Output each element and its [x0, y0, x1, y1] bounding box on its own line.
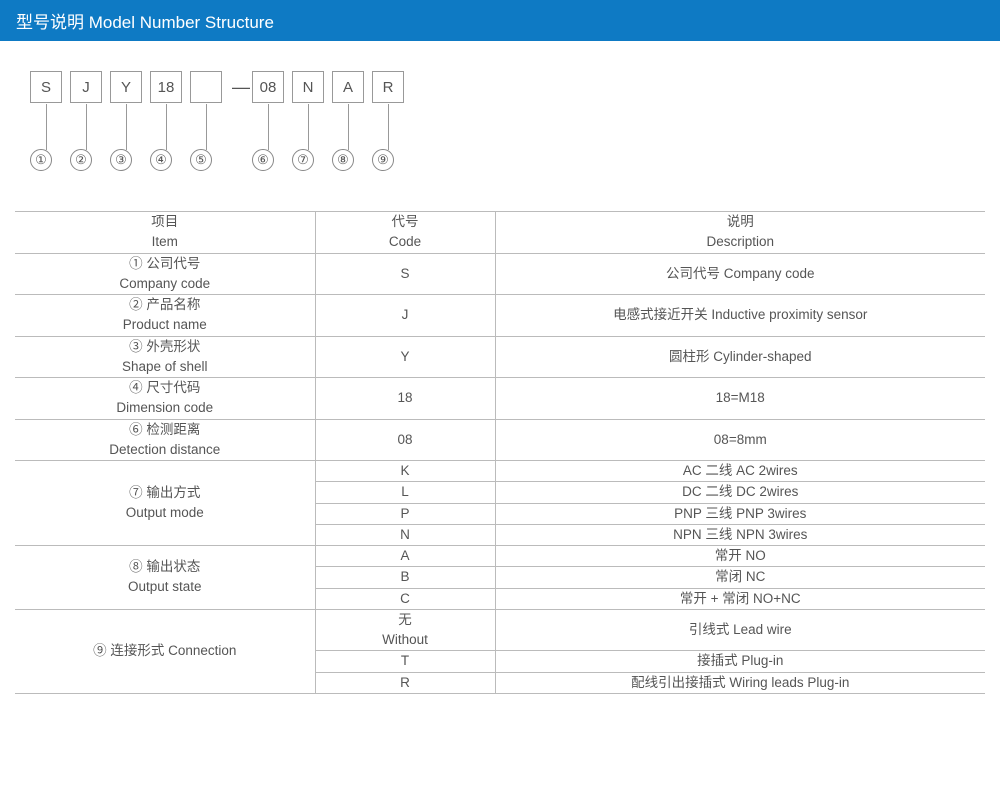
item-cell: ⑥ 检测距离Detection distance [15, 419, 315, 461]
code-cell: 无Without [315, 609, 495, 651]
desc-cell: 电感式接近开关 Inductive proximity sensor [495, 295, 985, 337]
code-cell: T [315, 651, 495, 672]
desc-cell: 公司代号 Company code [495, 253, 985, 295]
col-header-desc: 说明 Description [495, 212, 985, 254]
index-circle: ① [30, 149, 52, 171]
desc-cell: 常开 NO [495, 546, 985, 567]
index-circle: ⑨ [372, 149, 394, 171]
code-cell: Y [315, 336, 495, 378]
code-cell: P [315, 503, 495, 524]
table-row: ⑨ 连接形式 Connection无Without引线式 Lead wire [15, 609, 985, 651]
desc-cell: 引线式 Lead wire [495, 609, 985, 651]
item-cell: ③ 外壳形状Shape of shell [15, 336, 315, 378]
code-box: R [372, 71, 404, 103]
index-circle: ⑥ [252, 149, 274, 171]
code-box: 08 [252, 71, 284, 103]
code-cell: C [315, 588, 495, 609]
code-box: A [332, 71, 364, 103]
desc-cell: 常闭 NC [495, 567, 985, 588]
table-row: ⑥ 检测距离Detection distance0808=8mm [15, 419, 985, 461]
code-cell: 18 [315, 378, 495, 420]
code-cell: A [315, 546, 495, 567]
code-cell: S [315, 253, 495, 295]
code-cell: R [315, 672, 495, 693]
desc-cell: 常开 + 常闭 NO+NC [495, 588, 985, 609]
item-cell: ① 公司代号Company code [15, 253, 315, 295]
item-cell: ⑦ 输出方式Output mode [15, 461, 315, 546]
section-title: 型号说明 Model Number Structure [16, 13, 274, 32]
dash-separator: — [230, 77, 252, 98]
desc-cell: AC 二线 AC 2wires [495, 461, 985, 482]
index-circle: ⑧ [332, 149, 354, 171]
index-circles-row: ①②③④⑤ ⑥⑦⑧⑨ [30, 149, 1000, 171]
desc-cell: NPN 三线 NPN 3wires [495, 524, 985, 545]
item-cell: ② 产品名称Product name [15, 295, 315, 337]
item-cell: ⑨ 连接形式 Connection [15, 609, 315, 693]
desc-cell: 圆柱形 Cylinder-shaped [495, 336, 985, 378]
table-row: ④ 尺寸代码Dimension code1818=M18 [15, 378, 985, 420]
desc-cell: DC 二线 DC 2wires [495, 482, 985, 503]
section-header: 型号说明 Model Number Structure [0, 0, 1000, 41]
desc-cell: 18=M18 [495, 378, 985, 420]
desc-cell: 接插式 Plug-in [495, 651, 985, 672]
code-box: N [292, 71, 324, 103]
code-cell: L [315, 482, 495, 503]
index-circle: ⑤ [190, 149, 212, 171]
spec-table: 项目 Item 代号 Code 说明 Description ① 公司代号Com… [15, 211, 985, 694]
table-row: ③ 外壳形状Shape of shellY圆柱形 Cylinder-shaped [15, 336, 985, 378]
code-box: S [30, 71, 62, 103]
code-cell: K [315, 461, 495, 482]
table-row: ⑦ 输出方式Output modeKAC 二线 AC 2wires [15, 461, 985, 482]
item-cell: ⑧ 输出状态Output state [15, 546, 315, 610]
code-box: 18 [150, 71, 182, 103]
index-circle: ② [70, 149, 92, 171]
table-row: ⑧ 输出状态Output stateA常开 NO [15, 546, 985, 567]
code-box [190, 71, 222, 103]
code-cell: 08 [315, 419, 495, 461]
table-row: ① 公司代号Company codeS公司代号 Company code [15, 253, 985, 295]
code-cell: B [315, 567, 495, 588]
desc-cell: PNP 三线 PNP 3wires [495, 503, 985, 524]
code-cell: N [315, 524, 495, 545]
code-box: J [70, 71, 102, 103]
index-circle: ⑦ [292, 149, 314, 171]
col-header-code: 代号 Code [315, 212, 495, 254]
index-circle: ④ [150, 149, 172, 171]
desc-cell: 08=8mm [495, 419, 985, 461]
code-boxes-row: SJY18 —08NAR [30, 71, 1000, 103]
code-box: Y [110, 71, 142, 103]
desc-cell: 配线引出接插式 Wiring leads Plug-in [495, 672, 985, 693]
model-number-diagram: SJY18 —08NAR ①②③④⑤ ⑥⑦⑧⑨ [30, 71, 1000, 171]
table-row: ② 产品名称Product nameJ电感式接近开关 Inductive pro… [15, 295, 985, 337]
table-header-row: 项目 Item 代号 Code 说明 Description [15, 212, 985, 254]
code-cell: J [315, 295, 495, 337]
item-cell: ④ 尺寸代码Dimension code [15, 378, 315, 420]
col-header-item: 项目 Item [15, 212, 315, 254]
index-circle: ③ [110, 149, 132, 171]
